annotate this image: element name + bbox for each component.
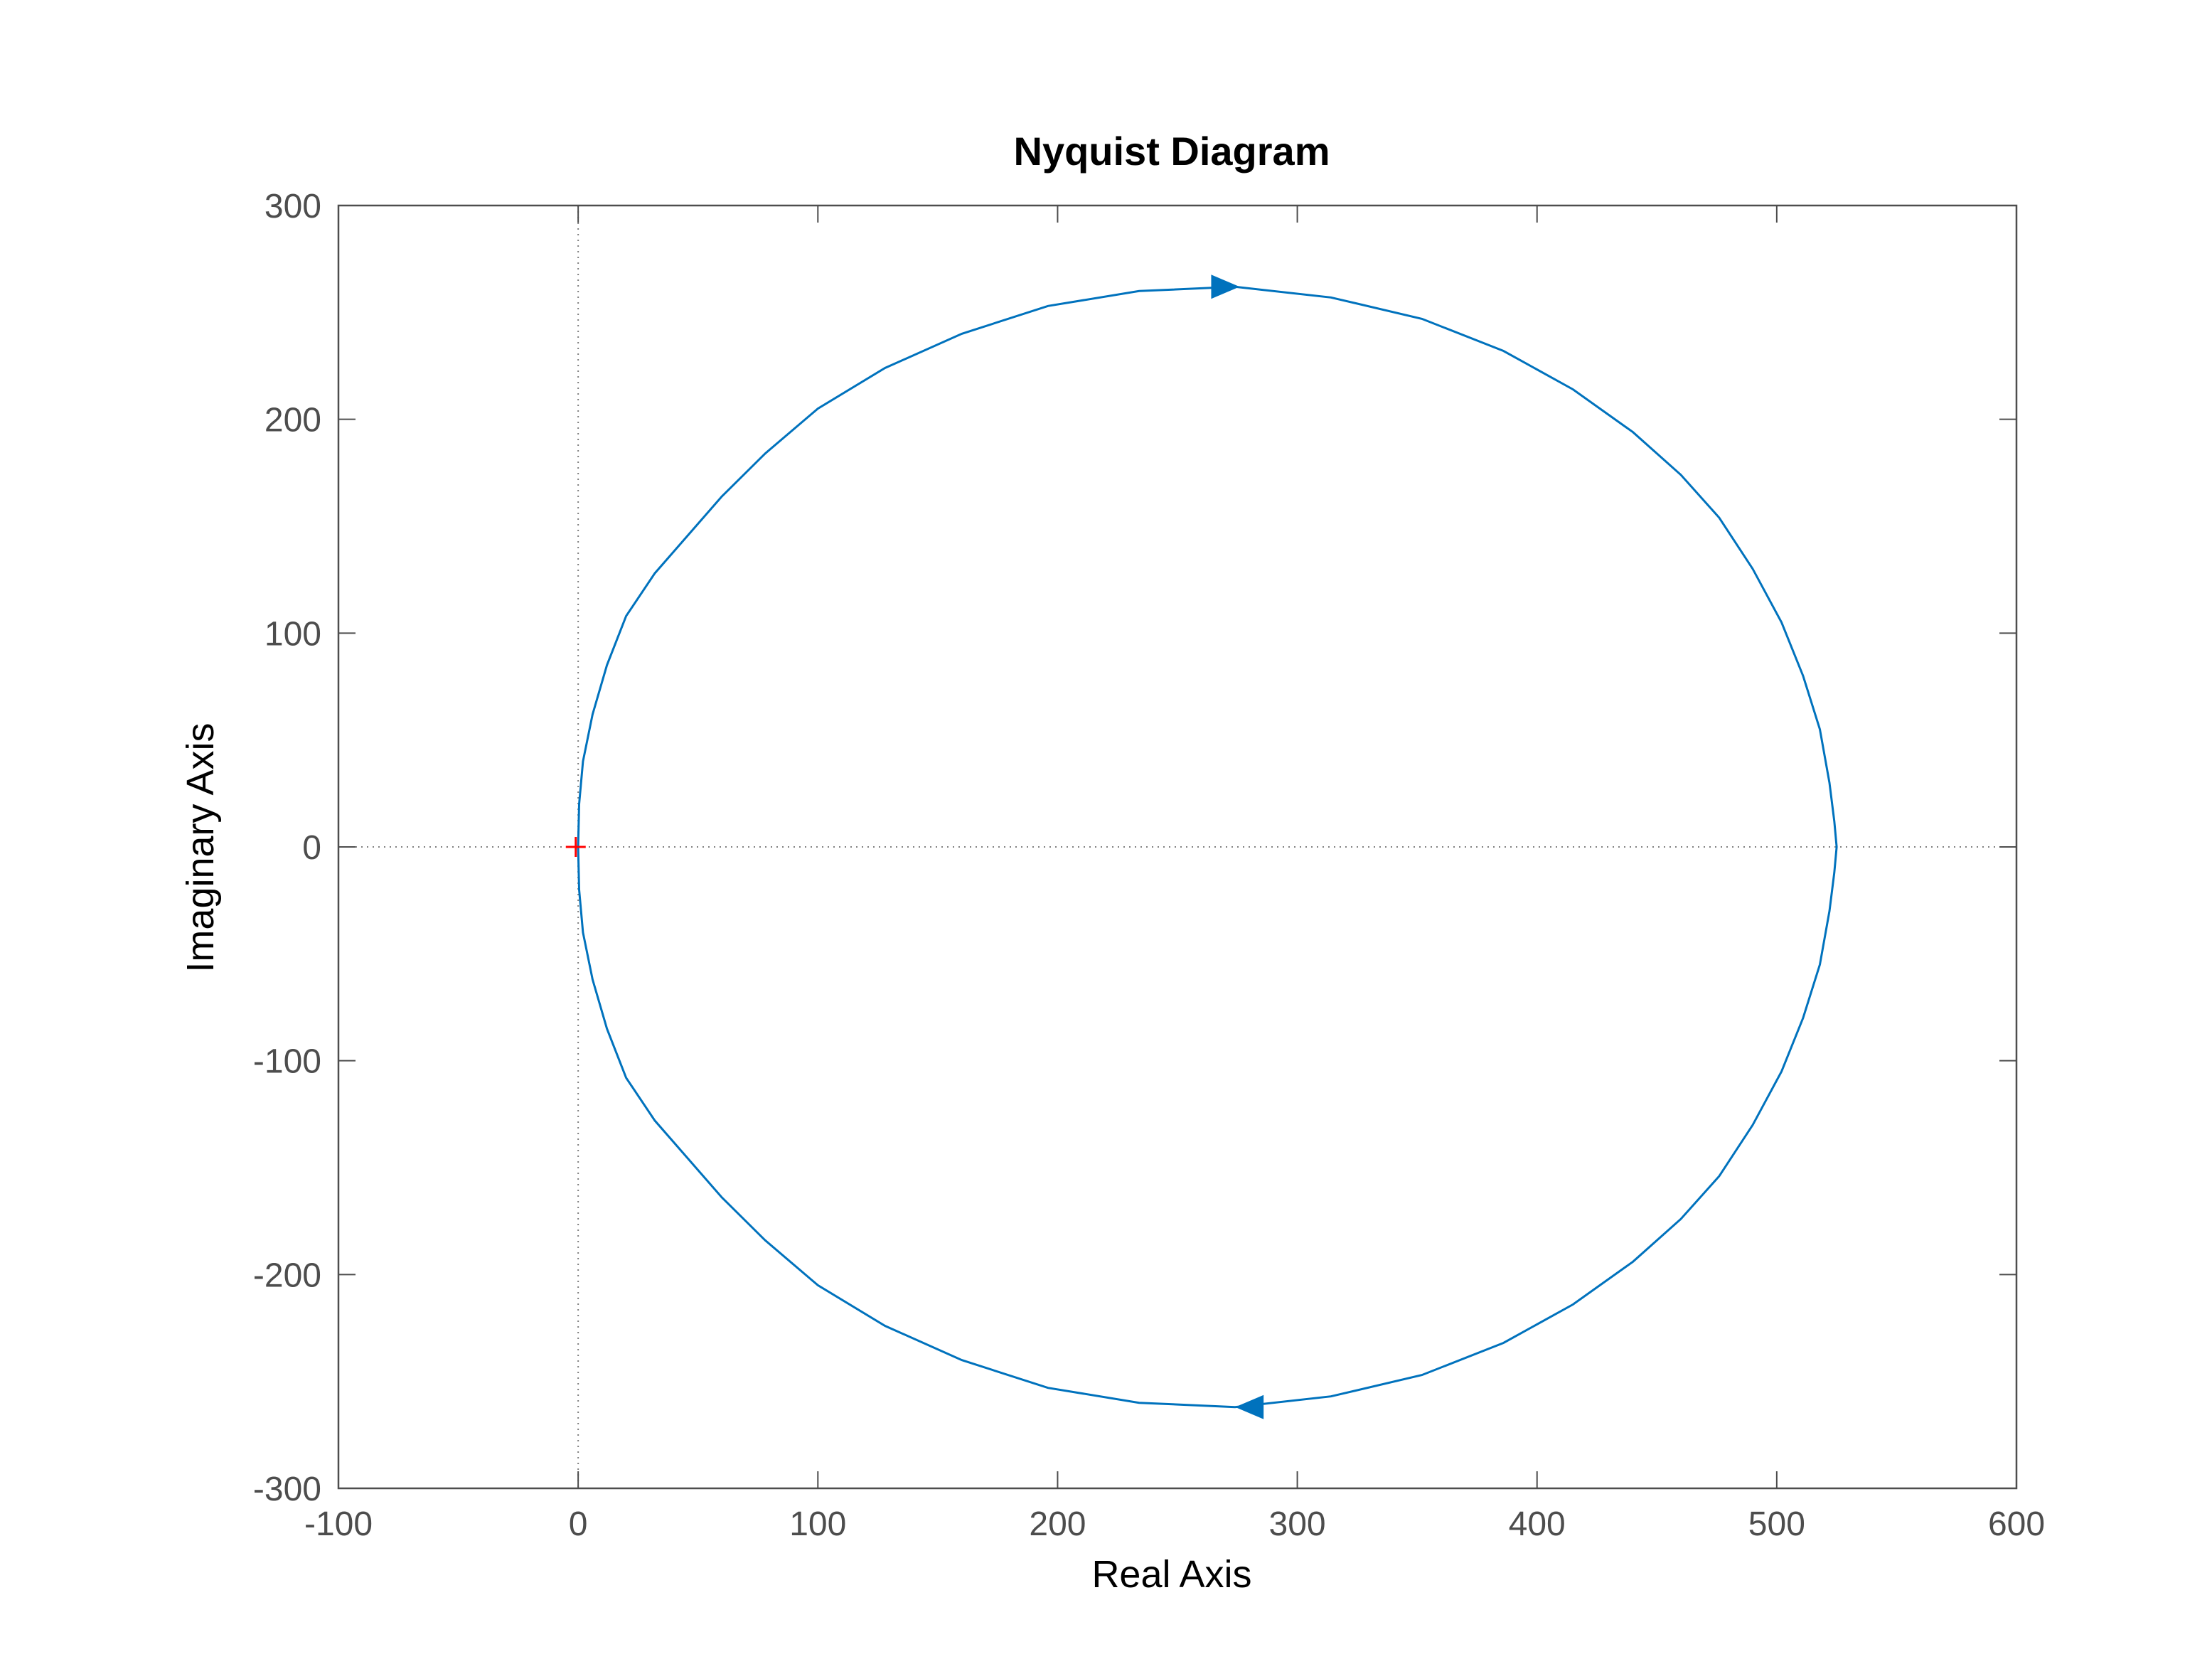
- y-tick-label: 300: [265, 188, 321, 225]
- y-tick-label: -200: [253, 1257, 321, 1294]
- plot-area: -100 0 100 200 300 400 500 600 -300 -200 -100 0 100 2…: [253, 188, 2045, 1543]
- y-axis-label: Imaginary Axis: [179, 722, 222, 972]
- chart-title: Nyquist Diagram: [1014, 129, 1330, 174]
- x-tick-label: 400: [1509, 1505, 1566, 1543]
- direction-arrow-2: [1235, 1394, 1264, 1419]
- x-tick-label: 500: [1748, 1505, 1805, 1543]
- y-tick-label: -100: [253, 1043, 321, 1081]
- x-tick-label: 200: [1029, 1505, 1086, 1543]
- x-tick-label: 0: [569, 1505, 588, 1543]
- axes-box: [337, 204, 2018, 1490]
- y-tick-label: -300: [253, 1471, 321, 1508]
- y-tick-label: 100: [265, 615, 321, 653]
- nyquist-curve: [577, 285, 1838, 1409]
- y-tick-label: 200: [265, 402, 321, 439]
- x-tick-label: -100: [304, 1505, 373, 1543]
- x-axis-label: Real Axis: [1091, 1553, 1251, 1596]
- x-tick-label: 100: [789, 1505, 846, 1543]
- direction-arrow-1: [1211, 274, 1240, 299]
- y-tick-label: 0: [302, 829, 321, 867]
- x-tick-label: 300: [1269, 1505, 1326, 1543]
- critical-point-marker: [565, 837, 586, 857]
- x-tick-label: 600: [1988, 1505, 2045, 1543]
